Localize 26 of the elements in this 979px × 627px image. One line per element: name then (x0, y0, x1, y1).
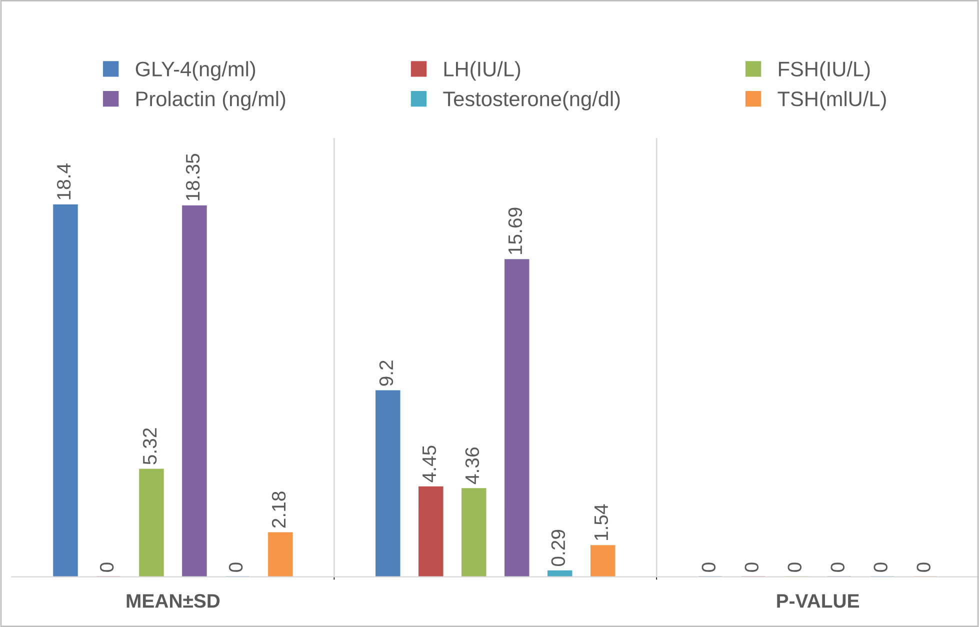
data-label: 0 (830, 562, 845, 572)
data-label: 0 (744, 562, 759, 572)
data-label: 0 (916, 562, 930, 572)
data-label: 0 (100, 562, 114, 572)
x-tick-label: P-VALUE (777, 594, 859, 608)
data-label: 1.54 (594, 504, 608, 540)
data-label: 2.18 (272, 492, 286, 528)
data-label: 18.4 (56, 163, 71, 200)
data-label: 0 (228, 562, 243, 572)
data-label: 18.35 (186, 154, 200, 200)
legend-label: Prolactin (ng/ml) (136, 90, 286, 110)
data-label: 15.69 (508, 208, 522, 254)
x-tick-label: MEAN±SD (126, 594, 220, 608)
legend-label: TSH(mlU/L) (778, 90, 886, 110)
legend-label: Testosterone(ng/dl) (443, 90, 620, 110)
data-label: 0 (702, 562, 716, 572)
legend-label: FSH(IU/L) (778, 61, 870, 81)
data-label: 9.2 (379, 360, 394, 386)
data-label: 4.45 (422, 446, 436, 482)
data-label: 0 (788, 562, 802, 572)
data-label: 0 (874, 562, 888, 572)
data-label: 0.29 (551, 530, 566, 566)
legend-label: LH(IU/L) (444, 61, 520, 81)
data-label: 4.36 (465, 448, 480, 484)
data-label: 5.32 (142, 428, 157, 464)
legend-label: GLY-4(ng/ml) (136, 61, 256, 81)
